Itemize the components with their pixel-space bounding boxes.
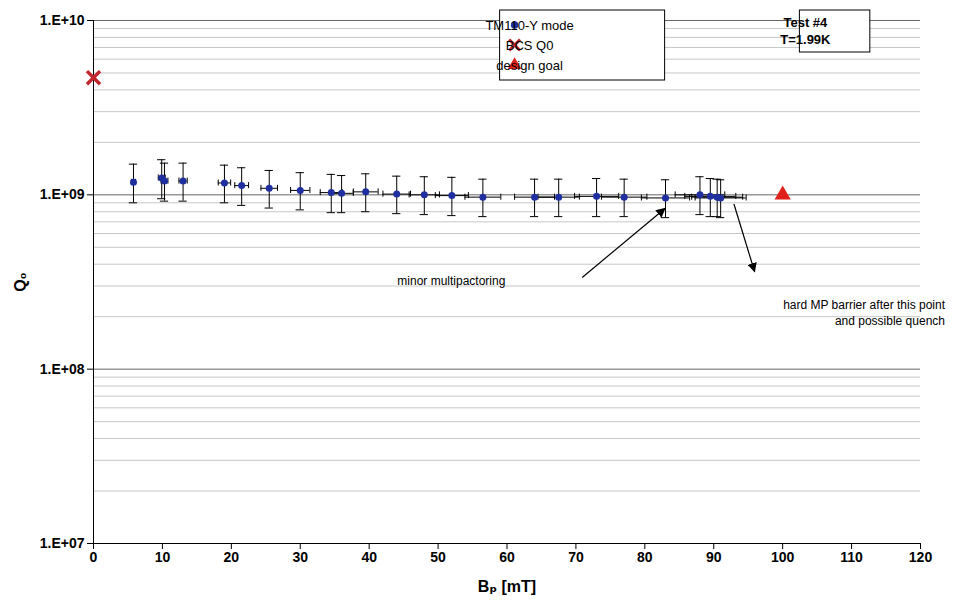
svg-text:Bₚ [mT]: Bₚ [mT] [478,578,536,595]
svg-text:TM110-Y mode: TM110-Y mode [485,18,573,33]
svg-text:minor multipactoring: minor multipactoring [397,274,505,288]
svg-text:1.E+10: 1.E+10 [40,12,85,28]
svg-text:70: 70 [568,549,584,565]
svg-text:80: 80 [637,549,653,565]
svg-text:30: 30 [292,549,308,565]
svg-text:hard MP barrier after this poi: hard MP barrier after this point [783,298,946,312]
svg-text:10: 10 [155,549,171,565]
svg-text:40: 40 [361,549,377,565]
svg-text:Q₀: Q₀ [12,272,29,292]
svg-text:20: 20 [224,549,240,565]
svg-text:90: 90 [706,549,722,565]
svg-text:1.E+07: 1.E+07 [40,535,85,551]
svg-text:120: 120 [909,549,933,565]
svg-text:60: 60 [499,549,515,565]
svg-text:design goal: design goal [496,58,563,73]
svg-text:110: 110 [840,549,863,565]
svg-text:and possible quench: and possible quench [835,314,945,328]
svg-text:T=1.99K: T=1.99K [780,32,831,47]
svg-text:BCS Q0: BCS Q0 [506,38,554,53]
svg-text:50: 50 [430,549,446,565]
svg-text:100: 100 [771,549,795,565]
svg-text:0: 0 [90,549,98,565]
svg-text:Test #4: Test #4 [783,15,828,30]
svg-text:1.E+09: 1.E+09 [40,186,85,202]
svg-text:1.E+08: 1.E+08 [40,361,85,377]
